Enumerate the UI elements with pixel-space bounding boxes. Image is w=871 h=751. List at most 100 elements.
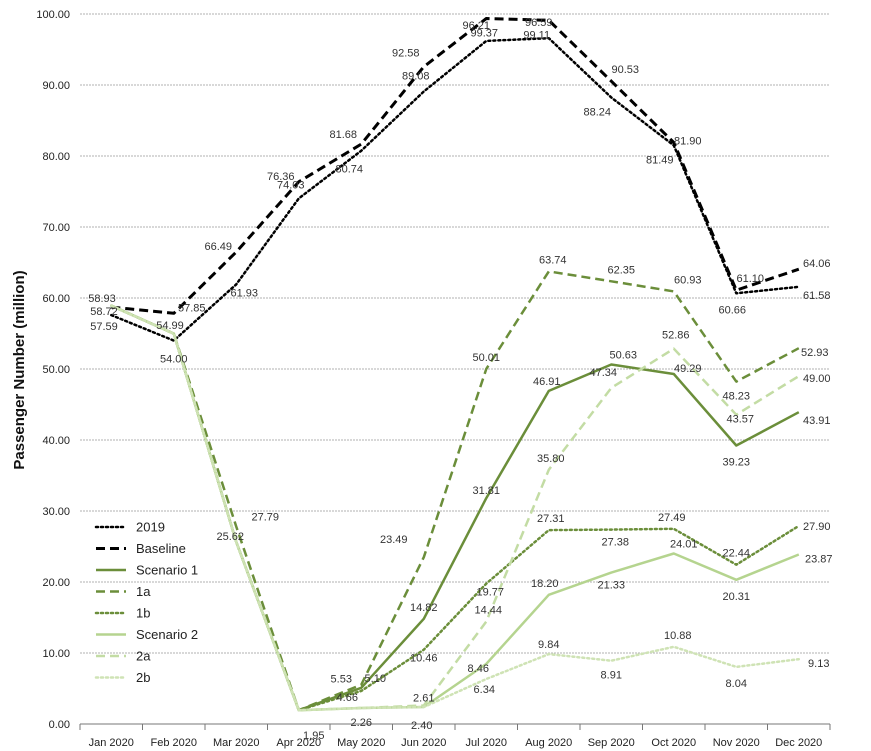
y-tick-label: 10.00	[42, 648, 70, 660]
data-label: 81.90	[674, 136, 702, 148]
data-label: 76.36	[267, 171, 295, 183]
data-label: 39.23	[722, 456, 750, 468]
data-label: 8.46	[468, 663, 489, 675]
data-label: 2.40	[411, 720, 432, 732]
data-label: 27.90	[803, 521, 831, 533]
x-tick-label: Nov 2020	[713, 737, 760, 749]
x-tick-label: Jan 2020	[89, 737, 134, 749]
data-label: 19.77	[476, 587, 504, 599]
data-label: 23.49	[380, 534, 408, 546]
data-label: 4.66	[337, 692, 358, 704]
data-label: 66.49	[204, 241, 232, 253]
data-label: 63.74	[539, 254, 567, 266]
legend-label: Scenario 1	[136, 563, 198, 578]
data-label: 5.10	[365, 673, 386, 685]
y-tick-label: 70.00	[42, 222, 70, 234]
data-label: 46.91	[533, 376, 561, 388]
data-label: 10.46	[410, 653, 438, 665]
data-label: 27.79	[251, 512, 279, 524]
data-label: 25.62	[216, 531, 244, 543]
x-tick-label: Jul 2020	[465, 737, 507, 749]
legend-label: 1b	[136, 606, 150, 621]
data-label: 27.38	[601, 537, 629, 549]
data-label: 74.03	[277, 179, 305, 191]
y-tick-label: 40.00	[42, 435, 70, 447]
data-label: 18.20	[531, 578, 559, 590]
data-label: 52.86	[662, 330, 690, 342]
data-labels: 54.00 61.93 74.03 80.74 89.08 96.21 96.59 88.24…	[88, 17, 832, 742]
x-tick-label: Feb 2020	[151, 737, 197, 749]
x-tick-label: Dec 2020	[775, 737, 822, 749]
data-label: 27.31	[537, 513, 565, 525]
data-label: 9.13	[808, 658, 829, 670]
data-label: 43.57	[726, 414, 754, 426]
data-label: 14.82	[410, 602, 438, 614]
data-label: 35.80	[537, 453, 565, 465]
x-tick-label: Jun 2020	[401, 737, 446, 749]
data-label: 50.01	[472, 352, 500, 364]
data-label: 58.93	[88, 293, 116, 305]
data-label: 52.93	[801, 347, 829, 359]
data-label: 64.06	[803, 258, 831, 270]
axes: 0.00 10.00 20.00 30.00 40.00 50.00 60.00 70.00 8…	[36, 9, 831, 749]
legend: 2019 Baseline Scenario 1 1a 1b Scenario 2 2a 2b	[94, 520, 198, 685]
data-label: 24.01	[670, 539, 698, 551]
series-line-1a	[110, 270, 800, 712]
series-line-2019	[110, 36, 801, 342]
y-tick-label: 50.00	[42, 364, 70, 376]
data-label: 20.31	[722, 591, 750, 603]
legend-label: Baseline	[136, 541, 186, 556]
data-label: 6.34	[474, 684, 495, 696]
data-label: 22.44	[722, 548, 750, 560]
y-tick-label: 100.00	[36, 9, 70, 21]
data-label: 27.49	[658, 512, 686, 524]
legend-label: 2b	[136, 670, 150, 685]
data-label: 5.53	[331, 674, 352, 686]
x-tick-label: Aug 2020	[525, 737, 572, 749]
data-label: 8.04	[726, 678, 747, 690]
data-label: 81.49	[646, 154, 674, 166]
series-lines	[110, 17, 801, 712]
data-label: 96.59	[525, 17, 553, 29]
data-label: 80.74	[335, 164, 363, 176]
y-tick-label: 90.00	[42, 80, 70, 92]
data-label: 54.99	[156, 320, 184, 332]
data-label: 48.23	[722, 391, 750, 403]
data-label: 99.37	[470, 27, 498, 39]
data-label: 43.91	[803, 415, 831, 427]
data-label: 2.26	[351, 717, 372, 729]
data-label: 54.00	[160, 354, 188, 366]
legend-label: 2019	[136, 520, 165, 535]
data-label: 60.93	[674, 274, 702, 286]
x-tick-label: Oct 2020	[651, 737, 696, 749]
y-tick-label: 80.00	[42, 151, 70, 163]
x-tick-label: Mar 2020	[213, 737, 259, 749]
grid-lines	[80, 13, 830, 725]
y-axis-title: Passenger Number (million)	[11, 270, 28, 469]
series-line-2a	[110, 304, 800, 712]
data-label: 99.11	[523, 29, 550, 41]
data-label: 58.72	[90, 306, 118, 318]
legend-label: 2a	[136, 649, 151, 664]
data-label: 57.85	[178, 302, 206, 314]
data-label: 57.59	[90, 321, 118, 333]
data-label: 60.66	[718, 304, 746, 316]
data-label: 8.91	[601, 670, 622, 682]
y-tick-label: 60.00	[42, 293, 70, 305]
data-label: 90.53	[611, 64, 639, 76]
data-label: 49.29	[674, 363, 702, 375]
data-label: 47.34	[589, 367, 617, 379]
data-label: 61.93	[230, 287, 258, 299]
data-label: 1.95	[303, 730, 324, 742]
data-label: 10.88	[664, 630, 692, 642]
series-line-2b	[110, 304, 801, 712]
x-tick-label: Apr 2020	[276, 737, 321, 749]
data-label: 50.63	[609, 350, 637, 362]
data-label: 2.61	[413, 692, 434, 704]
data-label: 21.33	[597, 580, 625, 592]
x-tick-label: May 2020	[337, 737, 385, 749]
y-tick-label: 20.00	[42, 577, 70, 589]
data-label: 23.87	[805, 554, 833, 566]
y-tick-label: 0.00	[49, 719, 70, 731]
